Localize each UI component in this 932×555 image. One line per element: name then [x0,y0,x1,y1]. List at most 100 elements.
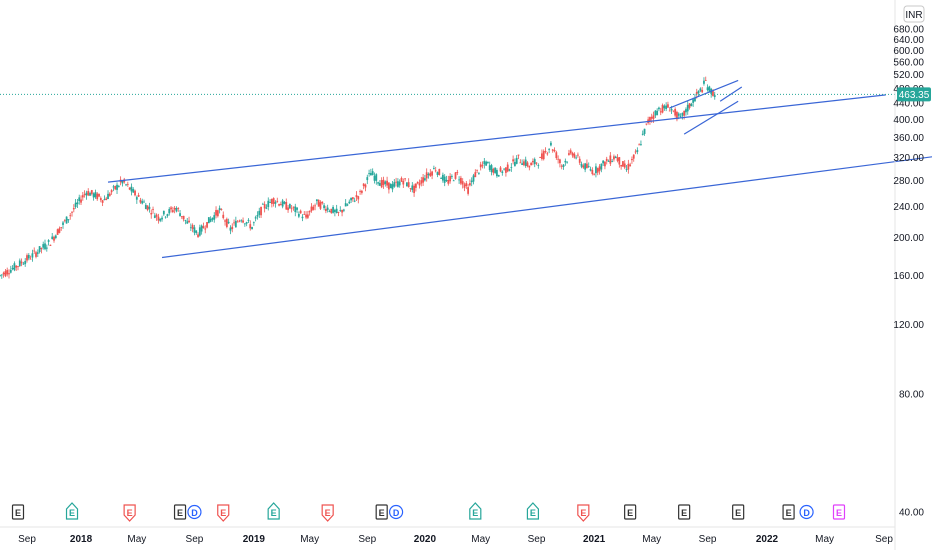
candle-body [496,170,498,177]
earnings-miss-shape [321,504,334,522]
price-tick-label: 80.00 [899,389,924,400]
candle-body [375,174,378,181]
candle-body [667,104,669,108]
earnings-beat-shape [526,502,540,520]
candle-body [402,180,405,185]
candle-body [15,265,18,268]
candle-body [537,165,540,166]
earnings-marker[interactable]: E [321,504,334,522]
price-axis[interactable]: 40.00 80.00 120.00 160.00 200.00 240.00 280.00… [893,0,924,550]
candle-body [305,214,307,218]
earnings-marker[interactable]: E [11,504,25,520]
candle-body [234,220,237,228]
candle-body [134,190,136,196]
candle-body [641,133,644,135]
candle-body [593,174,596,176]
earnings-marker[interactable]: E [832,504,846,520]
candle-body [553,150,556,152]
candle-body [299,210,302,214]
candle-body [213,215,216,220]
candle-body [451,176,453,178]
candle-body [312,206,315,210]
event-letter: E [786,508,792,518]
candle-body [162,210,165,215]
candle-body [704,80,707,81]
candle-body [171,210,174,212]
candle-body [452,180,455,182]
candle-body [141,201,144,204]
price-tick-label: 240.00 [893,202,924,213]
candle-body [548,149,551,150]
event-letter: E [220,508,226,518]
candle-body [323,205,325,209]
candle-body [83,193,86,195]
candle-body [423,178,426,181]
candle-body [404,178,406,180]
earnings-marker[interactable]: E [217,504,230,522]
candle-body [175,208,178,212]
dividend-marker[interactable]: D [187,504,202,520]
candle-body [366,177,369,181]
candle-body [198,227,201,236]
earnings-marker[interactable]: E [526,502,540,520]
candle-body [9,269,12,273]
candle-body [315,199,318,202]
candle-body [328,211,331,212]
candle-body [24,260,27,265]
candle-body [240,220,243,222]
price-tick-label: 360.00 [893,133,924,144]
earnings-marker[interactable]: E [65,502,79,520]
candle-body [125,184,127,186]
candle-body [677,113,680,116]
candle-body [371,171,374,176]
candle-body [308,210,311,213]
candle-body [528,165,531,168]
candle-body [243,223,246,225]
candle-body [487,161,489,163]
candle-body [36,252,39,254]
earnings-marker[interactable]: E [678,504,691,520]
candle-body [74,202,77,208]
candle-body [148,206,151,209]
earnings-marker[interactable]: E [375,504,388,520]
earnings-miss-shape [123,504,136,522]
candle-body [11,267,14,270]
time-axis[interactable]: Sep 2018 May Sep 2019 May Sep 2020 May Sep 2021 May… [0,526,895,545]
earnings-marker[interactable]: E [577,504,590,522]
candle-body [153,215,156,218]
currency-badge[interactable]: INR [903,5,925,23]
time-tick-label: Sep [699,534,717,545]
earnings-marker[interactable]: E [173,504,187,520]
dividend-marker[interactable]: D [799,504,814,520]
candle-body [411,185,414,190]
candle-body [290,208,293,210]
candle-body [274,202,277,204]
candle-body [72,207,75,210]
earnings-marker[interactable]: E [123,504,136,522]
earnings-marker[interactable]: E [732,504,745,520]
candle-body [582,165,585,168]
candle-body [708,86,711,93]
earnings-marker[interactable]: E [782,504,795,520]
candle-body [607,161,610,162]
candle-body [389,183,392,189]
candle-body [353,200,356,202]
earnings-marker[interactable]: E [624,504,637,520]
candle-body [368,173,370,174]
candle-body [668,110,671,112]
candle-body [150,212,153,215]
earnings-marker[interactable]: E [267,502,280,520]
candle-body [609,155,612,164]
time-tick-label: May [127,534,146,545]
candle-body [683,110,686,116]
candle-body [105,198,108,201]
dividend-marker[interactable]: D [388,504,404,520]
candle-body [596,168,599,173]
earnings-marker[interactable]: E [469,502,482,520]
candle-body [157,216,160,221]
candle-body [251,227,253,230]
candle-body [47,240,50,242]
candle-body [386,180,388,186]
